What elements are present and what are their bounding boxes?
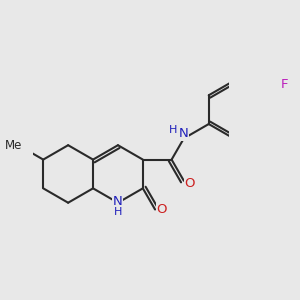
Text: N: N: [113, 195, 123, 208]
Text: Me: Me: [5, 139, 22, 152]
Text: O: O: [156, 203, 167, 216]
Text: H: H: [114, 207, 122, 217]
Text: H: H: [169, 125, 177, 135]
Text: F: F: [281, 78, 288, 91]
Text: O: O: [184, 177, 195, 190]
Text: N: N: [179, 127, 189, 140]
